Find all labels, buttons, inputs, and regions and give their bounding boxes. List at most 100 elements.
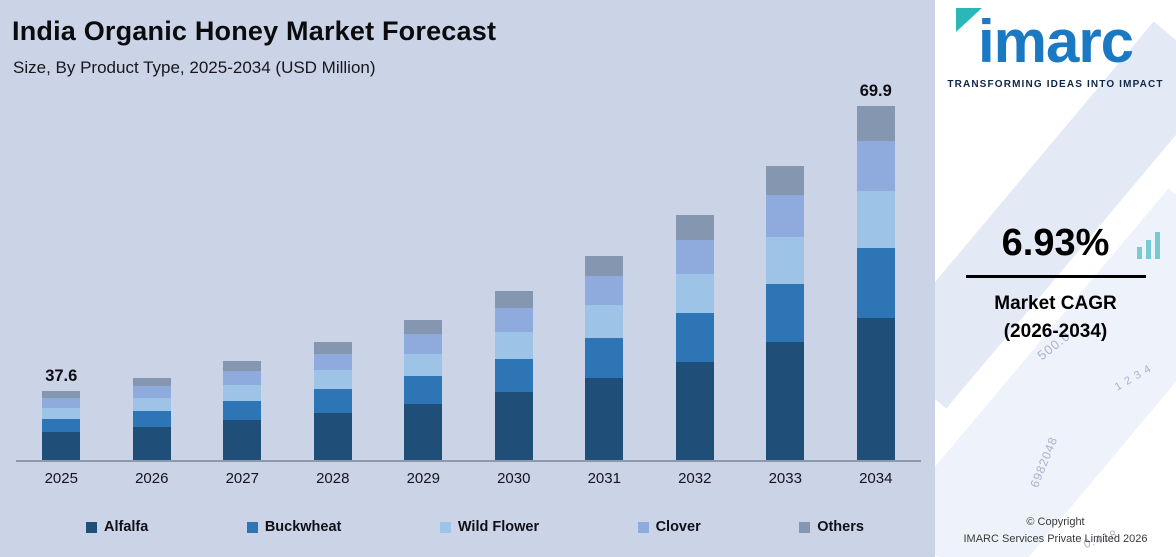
legend-item-others: Others <box>799 519 864 535</box>
segment-alfalfa-2025 <box>42 432 81 460</box>
segment-clover-2030 <box>494 307 533 332</box>
bar-column-2025: 37.6 <box>16 367 107 460</box>
segment-wild-flower-2026 <box>132 397 171 411</box>
x-axis-label-2034: 2034 <box>859 470 893 487</box>
copyright-line1: © Copyright <box>1026 516 1085 528</box>
segment-others-2026 <box>132 378 171 387</box>
segment-buckwheat-2029 <box>404 376 443 404</box>
legend-swatch-buckwheat <box>246 521 258 533</box>
plot-area: 37.6 69.9 <box>16 82 922 462</box>
cagr-block: 6.93% Market CAGR (2026-2034) <box>935 222 1176 345</box>
segment-others-2029 <box>404 320 443 335</box>
bar-column-2030 <box>469 291 560 460</box>
segment-buckwheat-2031 <box>585 337 624 379</box>
segment-alfalfa-2027 <box>223 420 262 460</box>
segment-wild-flower-2030 <box>494 331 533 359</box>
segment-buckwheat-2028 <box>313 389 352 413</box>
legend-swatch-others <box>799 521 811 533</box>
decorative-mini-bar-chart <box>1137 232 1160 259</box>
segment-wild-flower-2025 <box>42 407 81 419</box>
legend-item-buckwheat: Buckwheat <box>246 519 342 535</box>
stacked-bar-2031 <box>585 256 624 460</box>
segment-alfalfa-2031 <box>585 378 624 460</box>
cagr-value: 6.93% <box>1001 222 1110 264</box>
x-axis-label-2029: 2029 <box>406 470 440 487</box>
segment-clover-2031 <box>585 276 624 306</box>
legend-label-wild-flower: Wild Flower <box>457 519 540 535</box>
legend-label-others: Others <box>817 519 864 535</box>
stacked-bar-2025 <box>42 391 81 460</box>
copyright-line2: IMARC Services Private Limited 2026 <box>963 532 1148 545</box>
segment-others-2034 <box>856 106 895 142</box>
segment-buckwheat-2034 <box>856 247 895 319</box>
imarc-logo-text: imarc <box>955 8 1134 72</box>
bar-column-2026 <box>107 378 198 460</box>
legend-item-clover: Clover <box>637 519 701 535</box>
legend-item-wild-flower: Wild Flower <box>439 519 540 535</box>
stacked-bar-2033 <box>766 166 805 460</box>
stacked-bar-2032 <box>675 215 714 460</box>
segment-wild-flower-2028 <box>313 370 352 390</box>
x-axis-label-2025: 2025 <box>44 470 78 487</box>
bar-value-label-2034: 69.9 <box>859 82 892 101</box>
segment-wild-flower-2032 <box>675 273 714 313</box>
segment-buckwheat-2033 <box>766 283 805 343</box>
cagr-divider <box>965 275 1146 278</box>
bar-column-2034: 69.9 <box>831 82 922 460</box>
segment-others-2028 <box>313 342 352 354</box>
branding-sidebar: 500.0 1 2 3 4 6982048 0.418 imarc TRANSFORM… <box>935 0 1176 557</box>
segment-others-2025 <box>42 391 81 398</box>
x-axis-labels: 2025 2026 2027 2028 2029 2030 2031 2032 2033 2034 <box>16 470 921 487</box>
bar-column-2028 <box>288 342 379 460</box>
chart-title: India Organic Honey Market Forecast <box>12 16 497 46</box>
x-axis-label-2033: 2033 <box>768 470 802 487</box>
segment-alfalfa-2026 <box>132 427 171 460</box>
segment-clover-2027 <box>223 370 262 385</box>
segment-buckwheat-2027 <box>223 400 262 421</box>
x-axis-label-2026: 2026 <box>135 470 169 487</box>
imarc-tagline: TRANSFORMING IDEAS INTO IMPACT <box>947 79 1164 90</box>
segment-wild-flower-2033 <box>766 236 805 284</box>
segment-alfalfa-2030 <box>494 392 533 460</box>
legend-swatch-alfalfa <box>86 521 97 533</box>
legend-item-alfalfa: Alfalfa <box>86 519 148 535</box>
segment-others-2032 <box>675 215 714 240</box>
stacked-bar-2030 <box>494 291 533 460</box>
segment-buckwheat-2030 <box>494 358 533 393</box>
x-axis-label-2031: 2031 <box>587 470 621 487</box>
stacked-bar-2028 <box>313 342 352 460</box>
segment-clover-2026 <box>132 386 171 398</box>
stacked-bar-2034 <box>856 106 895 460</box>
stacked-bar-2027 <box>223 361 262 460</box>
segment-others-2033 <box>766 166 805 196</box>
imarc-wordmark: imarc <box>977 8 1134 75</box>
legend-label-buckwheat: Buckwheat <box>264 519 342 535</box>
segment-buckwheat-2026 <box>132 410 171 428</box>
segment-clover-2028 <box>313 353 352 371</box>
bar-column-2027 <box>197 361 288 460</box>
segment-buckwheat-2032 <box>675 313 714 362</box>
segment-clover-2029 <box>404 334 443 354</box>
chart-subtitle: Size, By Product Type, 2025-2034 (USD Mi… <box>13 58 376 77</box>
segment-alfalfa-2034 <box>856 318 895 460</box>
segment-clover-2033 <box>766 195 805 237</box>
legend-label-clover: Clover <box>655 519 701 535</box>
x-axis-label-2027: 2027 <box>225 470 259 487</box>
stacked-bar-2026 <box>132 378 171 460</box>
segment-clover-2034 <box>856 141 895 192</box>
chart-panel: India Organic Honey Market Forecast Size… <box>12 16 922 535</box>
cagr-range: (2026-2034) <box>1003 320 1108 342</box>
segment-alfalfa-2029 <box>404 404 443 460</box>
segment-alfalfa-2028 <box>313 412 352 460</box>
imarc-logo: imarc TRANSFORMING IDEAS INTO IMPACT <box>935 8 1176 90</box>
segment-others-2027 <box>223 361 262 371</box>
legend-swatch-wild-flower <box>439 521 451 533</box>
segment-clover-2032 <box>675 239 714 274</box>
x-axis-label-2028: 2028 <box>316 470 350 487</box>
segment-wild-flower-2031 <box>585 305 624 338</box>
chart-legend: Alfalfa Buckwheat Wild Flower Clover Others <box>86 519 864 535</box>
segment-clover-2025 <box>42 397 81 408</box>
bar-column-2029 <box>378 320 469 460</box>
cagr-title: Market CAGR <box>994 293 1117 314</box>
